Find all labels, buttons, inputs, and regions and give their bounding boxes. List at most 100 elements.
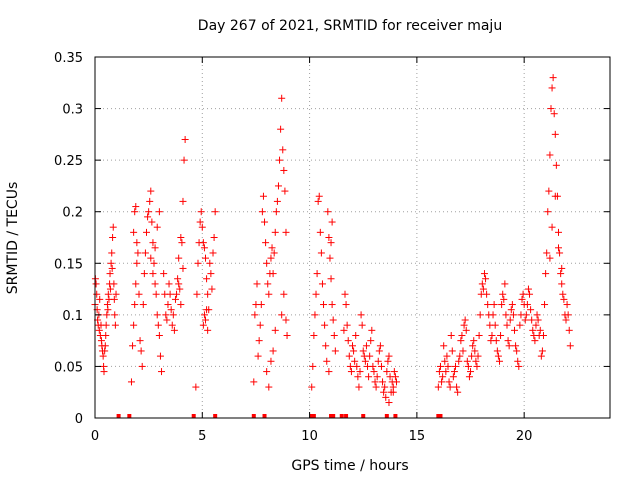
- data-point: [461, 316, 469, 324]
- data-point: [384, 357, 392, 365]
- data-point: [470, 337, 478, 345]
- zero-marker: [436, 414, 441, 418]
- data-point: [536, 326, 544, 334]
- data-point: [358, 321, 366, 329]
- data-point: [162, 311, 170, 319]
- data-point: [390, 368, 398, 376]
- data-point: [346, 362, 354, 370]
- data-point: [492, 337, 500, 345]
- data-point: [309, 362, 317, 370]
- data-point: [112, 290, 120, 298]
- data-point: [194, 259, 202, 267]
- x-tick-label: 10: [301, 429, 318, 444]
- data-point: [328, 301, 336, 309]
- data-point: [253, 280, 261, 288]
- data-point: [365, 373, 373, 381]
- y-tick-label: 0.2: [62, 206, 83, 221]
- data-point: [389, 388, 397, 396]
- data-point: [166, 290, 174, 298]
- y-axis-title: SRMTID / TECUs: [5, 182, 21, 295]
- data-point: [518, 295, 526, 303]
- data-point: [512, 342, 520, 350]
- data-point: [345, 352, 353, 360]
- data-point: [552, 161, 560, 169]
- data-point: [379, 378, 387, 386]
- data-point: [136, 337, 144, 345]
- data-point: [96, 295, 104, 303]
- data-point: [151, 244, 159, 252]
- data-point: [282, 316, 290, 324]
- data-point: [179, 264, 187, 272]
- data-point: [546, 254, 554, 262]
- data-point: [209, 249, 217, 257]
- data-point: [469, 342, 477, 350]
- data-point: [351, 357, 359, 365]
- data-point: [370, 368, 378, 376]
- data-point: [316, 228, 324, 236]
- data-point: [340, 326, 348, 334]
- data-point: [372, 383, 380, 391]
- data-point: [258, 208, 266, 216]
- x-tick-label: 15: [409, 429, 426, 444]
- data-point: [493, 347, 501, 355]
- data-point: [251, 311, 259, 319]
- data-point: [106, 285, 114, 293]
- data-point: [341, 290, 349, 298]
- data-point: [282, 228, 290, 236]
- data-point: [181, 136, 189, 144]
- data-point: [440, 342, 448, 350]
- data-point: [447, 331, 455, 339]
- data-point: [135, 290, 143, 298]
- data-point: [144, 213, 152, 221]
- data-point: [559, 290, 567, 298]
- data-point: [145, 208, 153, 216]
- data-point: [170, 326, 178, 334]
- data-point: [107, 259, 115, 267]
- data-point: [450, 368, 458, 376]
- data-point: [456, 352, 464, 360]
- data-point: [271, 228, 279, 236]
- data-point: [547, 105, 555, 113]
- data-point: [106, 270, 114, 278]
- data-point: [356, 368, 364, 376]
- data-point: [206, 259, 214, 267]
- data-point: [199, 321, 207, 329]
- data-point: [264, 280, 272, 288]
- data-point: [369, 362, 377, 370]
- zero-marker: [191, 414, 196, 418]
- data-point: [158, 368, 166, 376]
- data-point: [330, 331, 338, 339]
- data-point: [491, 321, 499, 329]
- data-point: [506, 316, 514, 324]
- zero-marker: [127, 414, 132, 418]
- data-point: [152, 290, 160, 298]
- data-point: [352, 331, 360, 339]
- data-point: [537, 352, 545, 360]
- zero-marker: [251, 414, 256, 418]
- data-point: [254, 352, 262, 360]
- data-point: [133, 259, 141, 267]
- data-point: [550, 110, 558, 118]
- data-point: [141, 249, 149, 257]
- data-point: [505, 342, 513, 350]
- data-point: [204, 326, 212, 334]
- data-point: [262, 239, 270, 247]
- data-point: [446, 383, 454, 391]
- data-point: [528, 316, 536, 324]
- data-point: [511, 326, 519, 334]
- data-point: [324, 208, 332, 216]
- data-point: [169, 311, 177, 319]
- data-point: [377, 362, 385, 370]
- data-point: [267, 357, 275, 365]
- data-point: [462, 326, 470, 334]
- data-point: [376, 342, 384, 350]
- data-point: [357, 311, 365, 319]
- data-point: [495, 357, 503, 365]
- data-point: [471, 347, 479, 355]
- data-point: [147, 254, 155, 262]
- data-point: [273, 197, 281, 205]
- data-point: [108, 249, 116, 257]
- data-point: [149, 270, 157, 278]
- zero-marker: [339, 414, 344, 418]
